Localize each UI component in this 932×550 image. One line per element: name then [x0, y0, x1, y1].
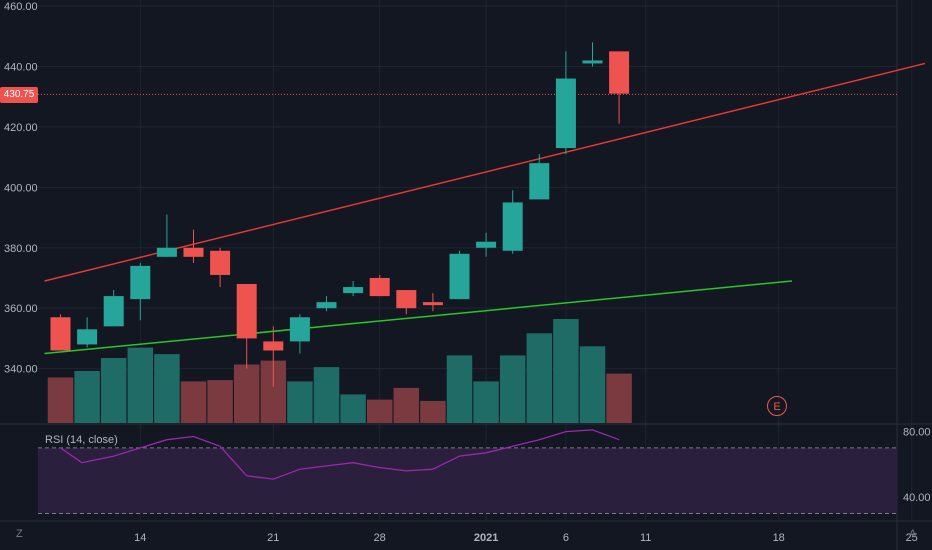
rsi-pane	[38, 429, 897, 514]
volume-bar	[154, 354, 180, 423]
time-tick-label: 18	[773, 532, 785, 544]
volume-bar	[180, 381, 207, 423]
rsi-axis[interactable]: 80.00 40.00	[903, 427, 931, 505]
price-tick-label: 440.00	[4, 61, 38, 73]
candle-body	[369, 277, 390, 297]
candle-body	[476, 241, 497, 248]
trendlines[interactable]	[44, 62, 926, 355]
time-tick-label: 6	[563, 532, 569, 544]
volume-bar	[233, 364, 260, 423]
candle-body	[263, 341, 284, 351]
candle-body	[422, 302, 443, 306]
last-price-badge: 430.75	[0, 87, 38, 103]
rsi-indicator-label[interactable]: RSI (14, close)	[45, 434, 118, 446]
trendline	[44, 62, 926, 282]
price-tick-label: 380.00	[4, 243, 38, 255]
candle-body	[103, 296, 124, 327]
candle-body	[316, 302, 337, 309]
volume-bar	[446, 355, 473, 423]
volume-bar	[420, 400, 446, 423]
candle-body	[183, 247, 204, 257]
volume-bar	[207, 380, 233, 423]
candles	[50, 42, 630, 387]
candle-body	[343, 287, 364, 294]
candle-body	[609, 51, 630, 94]
candle-body	[77, 329, 98, 345]
candle-body	[50, 317, 71, 351]
candle-body	[502, 202, 523, 251]
auto-scale-button[interactable]: A	[909, 528, 917, 540]
rsi-tick-label: 80.00	[903, 427, 931, 439]
timezone-button[interactable]: Z	[16, 528, 23, 540]
candle-body	[396, 290, 417, 309]
candle-body	[156, 247, 177, 257]
price-tick-label: 400.00	[4, 182, 38, 194]
volume-bar	[74, 371, 100, 423]
time-tick-label: 2021	[474, 532, 498, 544]
candle-body	[449, 253, 470, 300]
volume-bar	[340, 394, 366, 423]
time-tick-label: 28	[374, 532, 386, 544]
price-tick-label: 420.00	[4, 122, 38, 134]
candle-body	[130, 265, 151, 300]
candle-body	[582, 60, 603, 64]
volume-bar	[526, 333, 553, 423]
price-tick-label: 340.00	[4, 364, 38, 376]
volume-bar	[287, 381, 313, 423]
time-tick-label: 14	[134, 532, 146, 544]
volume-bar	[606, 373, 632, 423]
volume-bar	[579, 346, 606, 423]
price-tick-label: 460.00	[4, 1, 38, 13]
volume-bar	[100, 358, 127, 423]
volume-bar	[499, 355, 526, 423]
time-tick-label: 11	[640, 532, 651, 544]
rsi-tick-label: 40.00	[903, 492, 931, 504]
price-tick-label: 360.00	[4, 303, 38, 315]
volume-bar	[393, 387, 420, 423]
rsi-line	[60, 429, 620, 480]
volume-bar	[473, 381, 499, 423]
candle-body	[555, 78, 576, 149]
time-tick-label: 25	[906, 532, 918, 544]
candle-body	[210, 250, 231, 275]
volume-bar	[366, 399, 393, 423]
candle-body	[289, 317, 310, 342]
earnings-icon[interactable]: E	[767, 396, 787, 416]
volume-bar	[47, 377, 74, 423]
time-axis[interactable]: 14 21 28 2021 6 11 18 25	[134, 532, 918, 544]
volume-bars	[47, 319, 632, 423]
rsi-band	[38, 447, 897, 514]
time-tick-label: 21	[267, 532, 279, 544]
volume-bar	[313, 367, 340, 423]
candle-body	[236, 284, 257, 339]
price-axis[interactable]: 460.00 440.00 420.00 400.00 380.00 360.00 340.…	[4, 1, 38, 376]
volume-bar	[127, 347, 154, 423]
trendline	[44, 280, 793, 355]
volume-bar	[553, 319, 579, 423]
candle-body	[529, 163, 550, 200]
